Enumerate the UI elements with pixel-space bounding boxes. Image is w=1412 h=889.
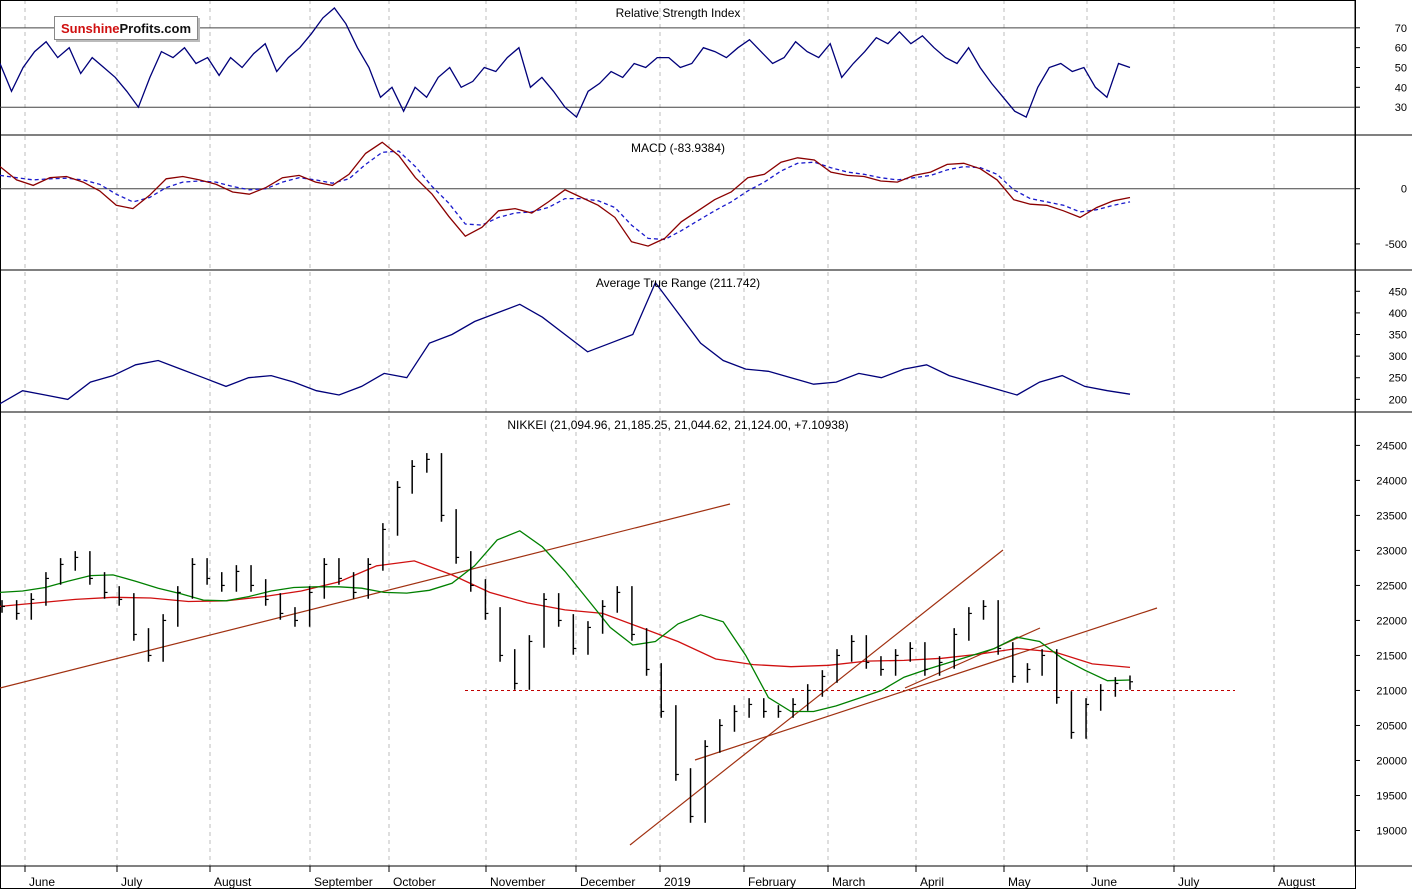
ma-long-line [0,560,1131,669]
x-tick-label: August [1278,875,1316,889]
y-tick-label: 50 [1395,63,1407,75]
trend-line [694,607,1158,761]
x-tick-label: December [580,875,635,889]
x-tick-label: May [1008,875,1031,889]
chart-marks [0,7,1355,846]
y-tick-label: 450 [1389,286,1407,298]
x-tick-label: November [490,875,545,889]
y-tick-label: 200 [1389,394,1407,406]
x-tick-label: July [1178,875,1199,889]
x-tick-label: July [121,875,142,889]
y-tick-label: 19000 [1376,825,1407,837]
y-tick-label: 250 [1389,373,1407,385]
x-tick-label: June [1091,875,1117,889]
trend-line [629,549,1004,846]
x-tick-label: June [29,875,55,889]
panel-title: Average True Range (211.742) [596,276,760,290]
y-tick-label: 24500 [1376,440,1407,452]
chart-labels: Relative Strength Index 30 40 50 60 70 MACD (-… [24,6,1407,889]
panel-title: NIKKEI (21,094.96, 21,185.25, 21,044.62,… [507,418,848,432]
y-tick-label: 20000 [1376,755,1407,767]
y-tick-label: 21500 [1376,650,1407,662]
x-tick-label: September [314,875,373,889]
y-tick-label: 400 [1389,308,1407,320]
x-tick-label: March [832,875,865,889]
panel-title: MACD (-83.9384) [631,141,725,155]
trend-line [0,503,731,689]
x-tick-label: 2019 [664,875,691,889]
logo-part2: Profits.com [119,20,192,36]
y-tick-label: 24000 [1376,475,1407,487]
trend-line [904,627,1041,689]
sunshine-profits-logo: Sunshine Profits.com [54,16,199,40]
y-tick-label: 23000 [1376,545,1407,557]
x-tick-label: October [393,875,436,889]
y-tick-label: 22000 [1376,615,1407,627]
y-tick-label: 20500 [1376,720,1407,732]
y-tick-label: 19500 [1376,790,1407,802]
macd-line [0,141,1131,247]
y-tick-label: -500 [1385,239,1407,251]
x-tick-label: April [920,875,944,889]
rsi-line [0,7,1131,119]
x-tick-label: February [748,875,796,889]
macd-signal-line [0,150,1131,241]
y-tick-label: 60 [1395,43,1407,55]
y-tick-label: 40 [1395,82,1407,94]
vertical-gridlines [24,0,1275,866]
y-tick-label: 350 [1389,330,1407,342]
y-tick-label: 300 [1389,351,1407,363]
ma-short-line [0,530,1131,713]
y-tick-label: 30 [1395,102,1407,114]
y-tick-label: 22500 [1376,580,1407,592]
logo-part1: Sunshine [61,20,120,36]
y-tick-label: 23500 [1376,510,1407,522]
atr-line [0,281,1131,405]
panel-title: Relative Strength Index [616,6,741,20]
y-tick-label: 0 [1401,184,1407,196]
y-tick-label: 70 [1395,23,1407,35]
chart-frame [0,0,1356,889]
x-tick-label: August [214,875,252,889]
y-tick-label: 21000 [1376,685,1407,697]
